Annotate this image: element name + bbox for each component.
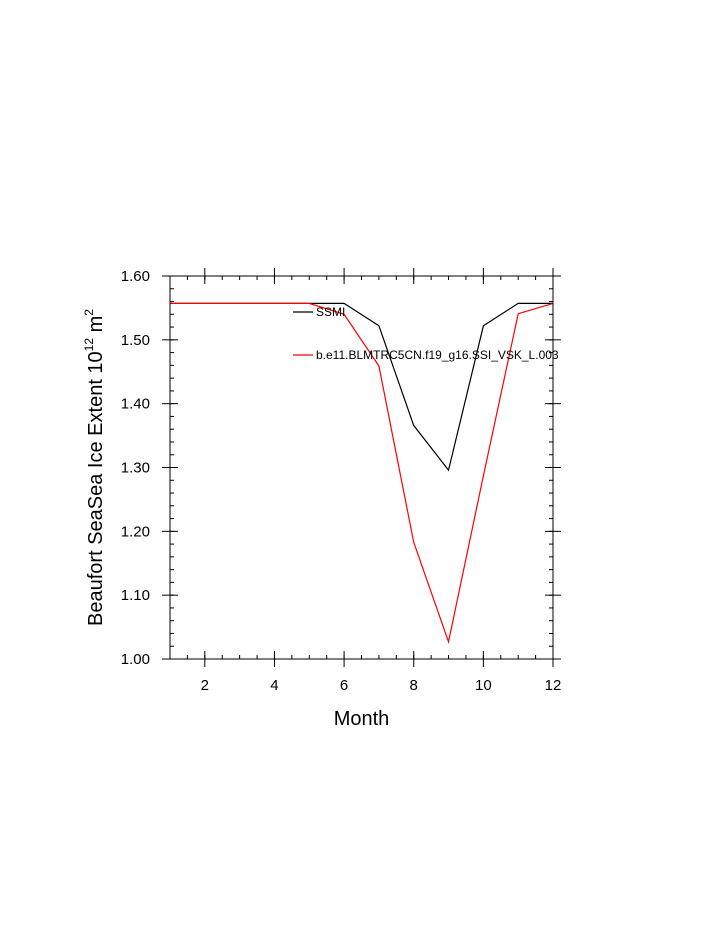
x-tick-label: 10 (475, 677, 492, 694)
y-tick-label: 1.20 (121, 523, 150, 540)
y-tick-label: 1.30 (121, 460, 150, 477)
axis-tick-labels: 2 4 6 8 10 12 1.00 1.10 1.20 1.30 1.40 1.50 1.60 (121, 268, 562, 694)
x-tick-label: 4 (270, 677, 278, 694)
plot-lines (170, 302, 554, 645)
x-axis-title: Month (334, 708, 390, 730)
y-axis-title-unit-exponent: 2 (82, 309, 96, 316)
legend-label-ssmi: SSMI (316, 305, 345, 319)
legend-label-model: b.e11.BLMTRC5CN.f19_g16.SSI_VSK_L.003 (316, 348, 559, 362)
y-axis-title-text: Beaufort SeaSea Ice Extent 10 (85, 351, 107, 626)
y-axis-title-exponent: 12 (82, 338, 96, 352)
y-tick-label: 1.10 (121, 587, 150, 604)
series-line-1 (170, 302, 554, 645)
axis-ticks (162, 268, 561, 667)
y-tick-label: 1.60 (121, 268, 150, 285)
x-tick-label: 8 (410, 677, 418, 694)
y-tick-label: 1.00 (121, 651, 150, 668)
series-line-0 (170, 302, 553, 472)
x-tick-label: 2 (201, 677, 209, 694)
y-axis-title-unit: m (85, 316, 107, 338)
x-tick-label: 12 (545, 677, 562, 694)
y-tick-label: 1.50 (121, 332, 150, 349)
plot-frame (169, 275, 554, 660)
y-axis-title: Beaufort SeaSea Ice Extent 1012 m2 (82, 309, 107, 626)
legend: SSMI b.e11.BLMTRC5CN.f19_g16.SSI_VSK_L.0… (293, 305, 559, 362)
x-tick-label: 6 (340, 677, 348, 694)
y-tick-label: 1.40 (121, 396, 150, 413)
